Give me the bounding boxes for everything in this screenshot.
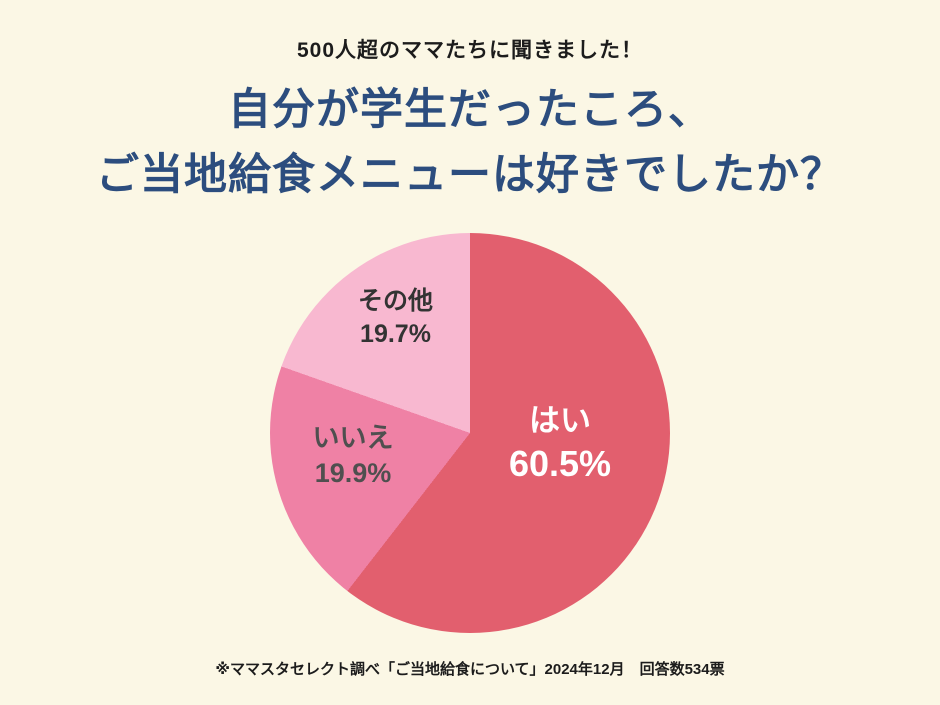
pie-slice-yes-category: はい	[529, 403, 591, 438]
pie-slice-yes-percent: 60.5%	[508, 443, 612, 485]
source-note: ※ママスタセレクト調べ「ご当地給食について」2024年12月 回答数534票	[215, 661, 725, 678]
pie-graphic	[270, 233, 670, 633]
page-title-line2: ご当地給食メニューは好きでしたか？	[96, 150, 844, 199]
pie-slice-no-category: いいえ	[312, 423, 394, 453]
pie-slice-other-category: その他	[357, 287, 433, 315]
kicker-text: 500人超のママたちに聞きました！	[296, 39, 644, 62]
pie-slice-other-percent: 19.7%	[360, 319, 431, 348]
pie-slice-label-other: その他 19.7%	[318, 285, 473, 350]
pie-slice-no-percent: 19.9%	[314, 458, 392, 489]
page-title-line1: 自分が学生だったころ、	[228, 86, 712, 134]
pie-slice-label-no: いいえ 19.9%	[278, 421, 428, 491]
pie-slice-label-yes: はい 60.5%	[475, 401, 645, 488]
pie-chart: はい 60.5% いいえ 19.9% その他 19.7%	[270, 233, 670, 633]
page-title: 自分が学生だったころ、 ご当地給食メニューは好きでしたか？	[0, 78, 940, 207]
